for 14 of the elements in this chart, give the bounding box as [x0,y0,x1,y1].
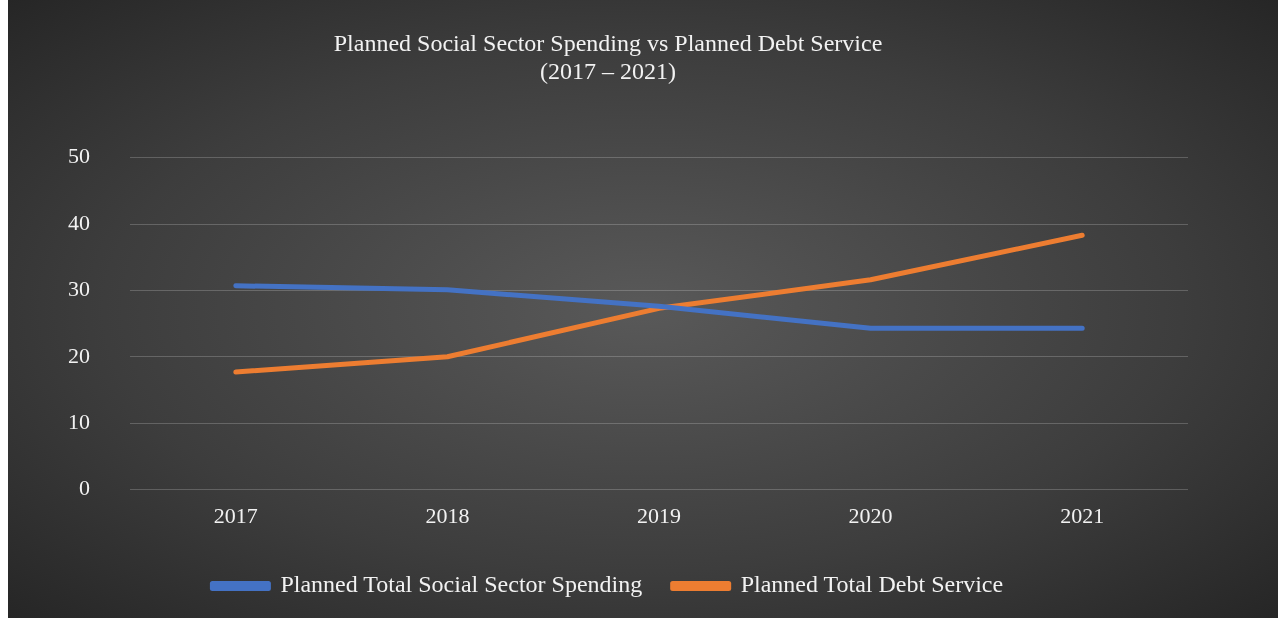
y-tick-label: 0 [79,475,90,501]
chart-title: Planned Social Sector Spending vs Planned Debt Service (2017 – 2021) [333,29,883,85]
y-tick-label: 30 [68,276,90,302]
x-tick-label: 2020 [848,502,893,528]
x-tick-label: 2021 [1060,502,1105,528]
legend-label: Planned Total Debt Service [740,571,1004,598]
y-tick-label: 50 [68,143,90,169]
x-tick-label: 2018 [425,502,470,528]
y-tick-label: 10 [68,408,90,434]
y-tick-label: 40 [68,209,90,235]
x-tick-label: 2019 [637,502,681,528]
y-tick-label: 20 [68,342,90,368]
x-tick-label: 2017 [213,502,258,528]
legend-label: Planned Total Social Sector Spending [280,571,643,598]
